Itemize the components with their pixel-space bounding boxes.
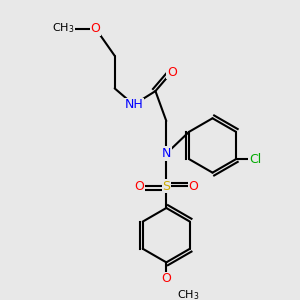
Text: O: O	[161, 272, 171, 285]
Text: Cl: Cl	[249, 153, 261, 166]
Text: O: O	[167, 66, 177, 79]
Text: CH$_3$: CH$_3$	[177, 288, 199, 300]
Text: S: S	[162, 180, 170, 193]
Text: O: O	[91, 22, 100, 35]
Text: N: N	[162, 147, 171, 160]
Text: O: O	[134, 180, 144, 193]
Text: O: O	[189, 180, 198, 193]
Text: CH$_3$: CH$_3$	[52, 22, 74, 35]
Text: NH: NH	[124, 98, 143, 111]
